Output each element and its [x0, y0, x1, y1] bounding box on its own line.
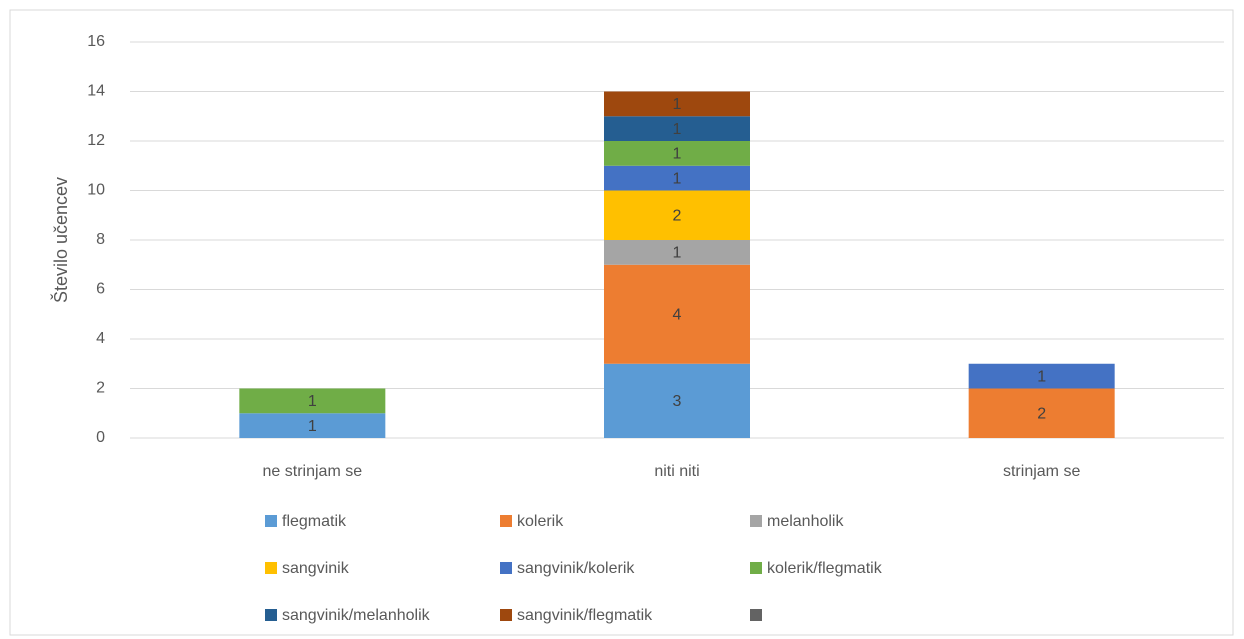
- legend-swatch: [500, 609, 512, 621]
- y-tick-label: 0: [96, 429, 105, 446]
- y-tick-label: 8: [96, 231, 105, 248]
- bar-segment: [604, 165, 750, 191]
- y-axis-label: Število učencev: [50, 177, 71, 303]
- bar-segment: [604, 141, 750, 166]
- value-label: 1: [673, 146, 682, 163]
- x-tick-label: ne strinjam se: [263, 463, 363, 480]
- y-tick-label: 4: [96, 330, 105, 347]
- bar-segment: [604, 240, 750, 265]
- bar-segment: [604, 116, 750, 141]
- legend-swatch: [500, 515, 512, 527]
- value-label: 4: [673, 306, 682, 323]
- legend-swatch: [265, 515, 277, 527]
- bar-segment: [968, 363, 1115, 389]
- value-label: 1: [308, 418, 317, 435]
- legend-swatch: [265, 609, 277, 621]
- legend-label: sangvinik/kolerik: [517, 560, 635, 577]
- y-tick-label: 14: [87, 83, 105, 100]
- legend-swatch: [750, 609, 762, 621]
- x-tick-label: niti niti: [654, 463, 699, 480]
- y-tick-label: 2: [96, 380, 105, 397]
- legend-swatch: [265, 562, 277, 574]
- bar-segment: [239, 413, 386, 438]
- value-label: 2: [1037, 405, 1046, 422]
- y-tick-label: 16: [87, 33, 105, 50]
- value-label: 1: [673, 121, 682, 138]
- bar-segment: [604, 264, 750, 364]
- value-label: 1: [308, 393, 317, 410]
- legend-label: sangvinik: [282, 560, 350, 577]
- legend-label: kolerik/flegmatik: [767, 560, 883, 577]
- bar-segment: [968, 388, 1115, 438]
- bar-segment: [604, 190, 750, 240]
- bar-segment: [604, 363, 750, 438]
- legend-label: sangvinik/flegmatik: [517, 607, 653, 624]
- value-label: 1: [673, 245, 682, 262]
- legend-swatch: [750, 515, 762, 527]
- legend-swatch: [750, 562, 762, 574]
- legend-label: flegmatik: [282, 513, 347, 530]
- legend-swatch: [500, 562, 512, 574]
- value-label: 1: [673, 170, 682, 187]
- y-tick-label: 10: [87, 182, 105, 199]
- x-tick-label: strinjam se: [1003, 463, 1080, 480]
- value-label: 2: [673, 207, 682, 224]
- value-label: 1: [1037, 368, 1046, 385]
- legend-label: melanholik: [767, 513, 844, 530]
- value-label: 1: [673, 96, 682, 113]
- bar-segment: [239, 388, 386, 414]
- legend-label: kolerik: [517, 513, 564, 530]
- y-tick-label: 12: [87, 132, 105, 149]
- legend-label: sangvinik/melanholik: [282, 607, 431, 624]
- y-tick-label: 6: [96, 281, 105, 298]
- value-label: 3: [673, 393, 682, 410]
- bar-segment: [604, 91, 750, 117]
